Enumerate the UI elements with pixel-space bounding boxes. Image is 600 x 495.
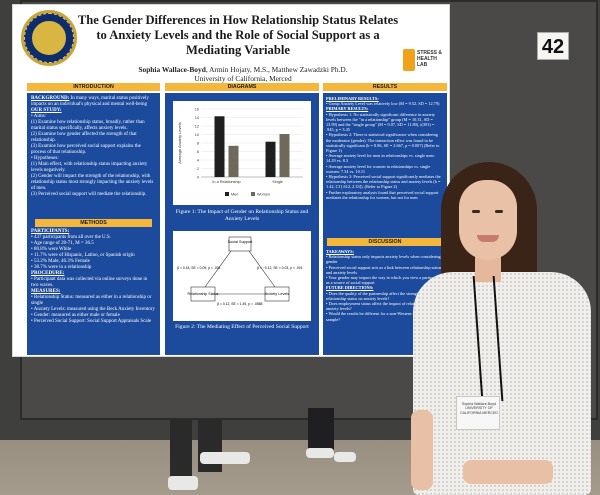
methods-text: PARTICIPANTS: • 437 participants from al… (31, 229, 155, 324)
presenter-face (459, 180, 517, 260)
methods-header: METHODS (35, 219, 152, 227)
poster-authors: Sophia Wallace-Boyd, Armin Hojaty, M.S.,… (123, 65, 363, 83)
y-axis-label: Average Anxiety Levels (177, 122, 182, 164)
path-c-label: β = 0.12, SE = 1.49, p = .0588 (217, 302, 263, 306)
discussion-header: DISCUSSION (327, 238, 443, 246)
uc-merced-seal-icon (21, 10, 77, 66)
figure-1-chart: 0 2 4 6 8 10 12 14 16 Average Anxiety Levels In a … (173, 101, 311, 205)
y-tick-label: 12 (195, 124, 199, 128)
presenter-shirt (413, 272, 591, 495)
lab-logo-text: STRESS & HEALTH LAB (417, 50, 443, 68)
legend-label: Women (257, 193, 270, 197)
figure-1-caption: Figure 1: The Impact of Gender on Relati… (175, 209, 309, 222)
x-tick-label: Single (272, 180, 283, 184)
legend-swatch (225, 192, 229, 196)
predictor-label: Relationship Status (188, 292, 219, 296)
y-tick-label: 16 (195, 107, 199, 111)
lead-author: Sophia Wallace-Boyd (138, 65, 206, 74)
bar-women (228, 145, 239, 177)
presenter: Sophia Wallace-Boyd UNIVERSITY OF CALIFO… (407, 160, 597, 495)
bar-women (279, 134, 290, 177)
stress-health-lab-logo: STRESS & HEALTH LAB (401, 47, 447, 77)
diagrams-header: DIAGRAMS (165, 83, 319, 91)
presenter-hands (463, 460, 553, 484)
figure-2-diagram: Social Support Relationship Status Anxie… (173, 231, 311, 321)
diagrams-column: 0 2 4 6 8 10 12 14 16 Average Anxiety Levels In a … (165, 93, 319, 355)
y-tick-label: 10 (195, 133, 199, 137)
outcome-label: Anxiety Levels (265, 292, 290, 296)
y-tick-label: 8 (197, 141, 199, 145)
introduction-header: INTRODUCTION (27, 83, 160, 91)
board-number-sign: 42 (537, 32, 569, 60)
legend-label: Men (231, 193, 238, 197)
results-column: PRELIMINARY RESULTS: • Group Anxiety Lev… (323, 93, 447, 355)
name-badge: Sophia Wallace-Boyd UNIVERSITY OF CALIFO… (456, 396, 500, 430)
presenter-arm-left (411, 410, 433, 490)
introduction-column: BACKGROUND: In many ways, marital status… (27, 93, 160, 355)
research-poster: The Gender Differences in How Relationsh… (12, 4, 450, 357)
phone-icon (403, 49, 415, 71)
results-header: RESULTS (323, 83, 447, 91)
path-b-label: β = −0.12, SE = 0.03, p < .001 (257, 266, 303, 270)
y-tick-label: 14 (195, 116, 199, 120)
y-tick-label: 2 (197, 167, 199, 171)
discussion-text: TAKEAWAYS: • Relationship status only im… (326, 249, 443, 322)
bar-men (214, 116, 225, 177)
x-tick-label: In a Relationship (212, 180, 240, 184)
name-badge-text: Sophia Wallace-Boyd UNIVERSITY OF CALIFO… (460, 402, 498, 415)
path-a-label: β = 0.18, SE = 0.09, p < .001 (177, 266, 221, 270)
poster-title: The Gender Differences in How Relationsh… (77, 13, 399, 57)
legend-swatch (251, 192, 255, 196)
co-authors: , Armin Hojaty, M.S., Matthew Zawadzki P… (205, 65, 348, 74)
mediation-diagram: Social Support Relationship Status Anxie… (177, 236, 303, 306)
mediator-label: Social Support (228, 240, 254, 244)
results-text: PRELIMINARY RESULTS: • Group Anxiety Lev… (326, 96, 441, 200)
affiliation: University of California, Merced (194, 74, 292, 83)
y-tick-label: 4 (197, 158, 199, 162)
y-tick-label: 6 (197, 150, 199, 154)
introduction-text: BACKGROUND: In many ways, marital status… (31, 96, 154, 197)
bar-chart: 0 2 4 6 8 10 12 14 16 Average Anxiety Levels In a … (177, 107, 303, 197)
bar-men (265, 141, 276, 177)
y-tick-label: 0 (197, 175, 199, 179)
figure-2-caption: Figure 2: The Mediating Effect of Percei… (175, 324, 309, 330)
